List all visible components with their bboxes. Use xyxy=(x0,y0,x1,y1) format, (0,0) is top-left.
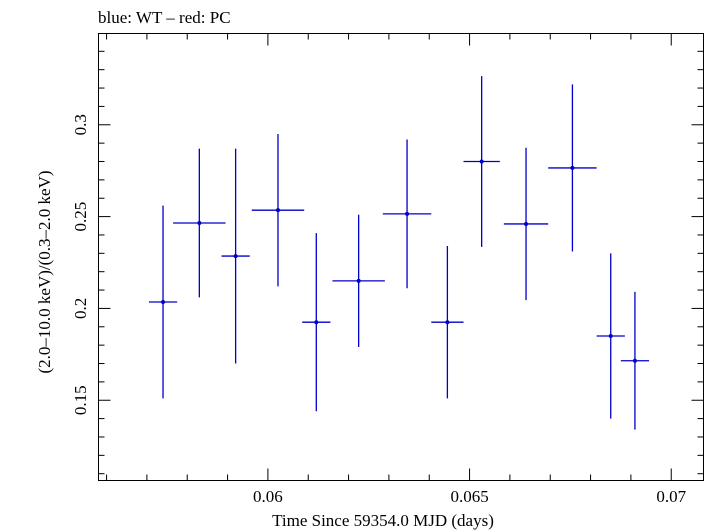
chart-title: blue: WT – red: PC xyxy=(98,8,231,27)
data-point xyxy=(431,245,464,399)
data-point xyxy=(251,133,305,287)
y-tick-label: 0.15 xyxy=(71,385,90,415)
x-axis-ticks xyxy=(106,33,672,481)
y-axis-ticks xyxy=(98,50,704,475)
data-marker xyxy=(161,299,166,304)
data-marker xyxy=(275,208,280,213)
data-point xyxy=(382,139,432,289)
data-marker xyxy=(608,333,613,338)
y-tick-label: 0.2 xyxy=(71,298,90,319)
x-tick-label: 0.065 xyxy=(450,487,488,506)
plot-frame xyxy=(98,33,704,481)
data-marker xyxy=(314,320,319,325)
data-marker xyxy=(479,159,484,164)
y-axis-tick-labels: 0.15 0.2 0.25 0.3 xyxy=(71,114,90,415)
data-marker xyxy=(524,221,529,226)
data-point xyxy=(463,76,500,247)
data-point xyxy=(302,233,331,412)
y-axis-label: (2.0–10.0 keV)/(0.3–2.0 keV) xyxy=(35,170,54,373)
data-marker xyxy=(233,254,238,259)
data-point xyxy=(620,291,650,430)
data-marker xyxy=(356,278,361,283)
y-tick-label: 0.25 xyxy=(71,202,90,232)
data-point xyxy=(221,148,250,364)
data-marker xyxy=(632,358,637,363)
data-marker xyxy=(570,165,575,170)
x-axis-label: Time Since 59354.0 MJD (days) xyxy=(272,511,494,530)
data-point xyxy=(332,214,385,347)
data-series xyxy=(148,76,650,430)
data-point xyxy=(148,205,178,399)
x-axis-tick-labels: 0.06 0.065 0.07 xyxy=(253,487,687,506)
y-tick-label: 0.3 xyxy=(71,114,90,135)
data-marker xyxy=(405,211,410,216)
data-marker xyxy=(197,221,202,226)
data-point xyxy=(548,84,597,252)
data-marker xyxy=(445,320,450,325)
x-tick-label: 0.06 xyxy=(253,487,283,506)
x-tick-label: 0.07 xyxy=(656,487,686,506)
data-point xyxy=(173,148,226,298)
data-point xyxy=(596,253,625,419)
data-point xyxy=(503,147,549,301)
